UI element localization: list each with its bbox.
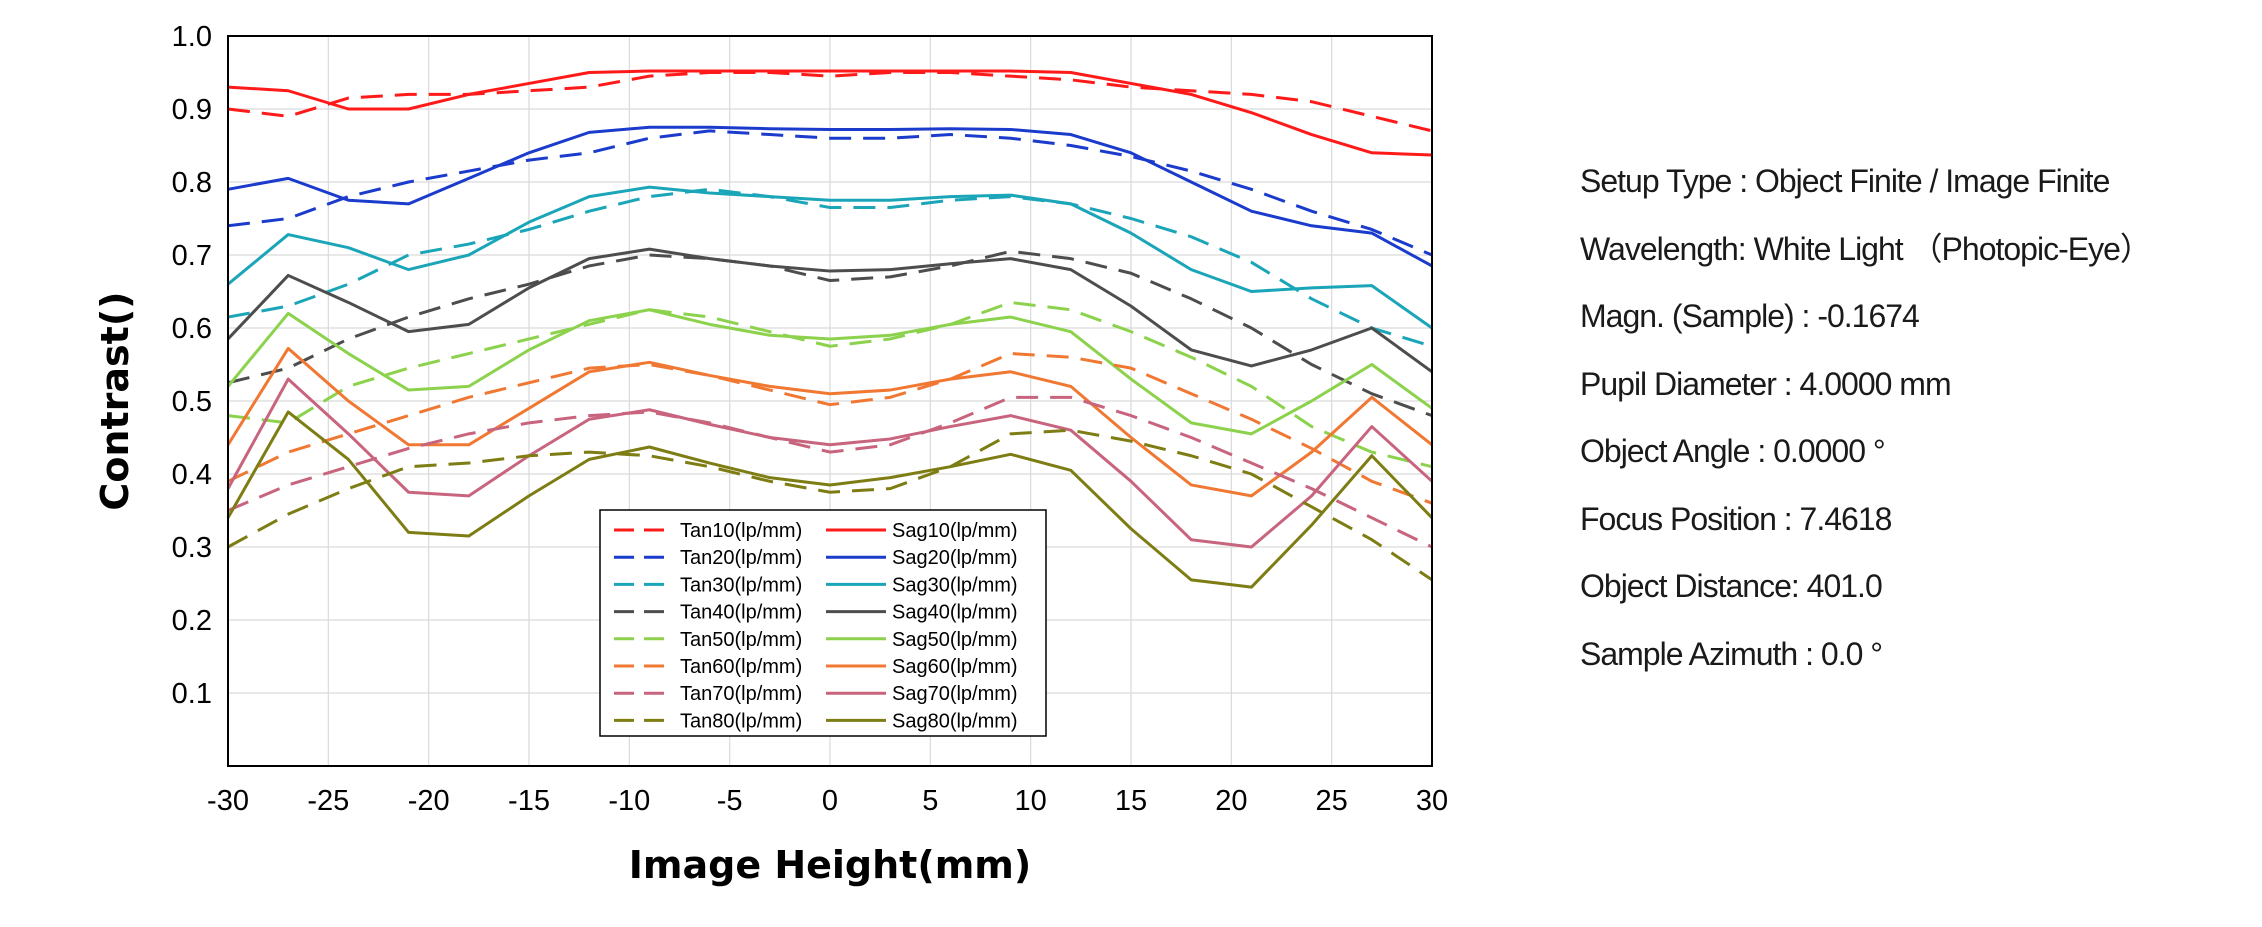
x-tick-label: -10 — [608, 785, 650, 817]
legend-label: Tan80(lp/mm) — [680, 710, 802, 732]
legend-label: Sag20(lp/mm) — [892, 547, 1018, 569]
x-tick-label: 25 — [1316, 785, 1348, 817]
series-line-tan50 — [227, 300, 1433, 469]
legend-label: Sag40(lp/mm) — [892, 602, 1018, 624]
y-tick-label: 0.1 — [172, 678, 212, 710]
series-line-sag80 — [226, 410, 1434, 589]
series-line-tan30 — [227, 187, 1433, 348]
series-line-tan40 — [227, 249, 1433, 418]
x-tick-label: -25 — [307, 785, 349, 817]
series-line-tan60 — [227, 352, 1433, 505]
series-line-sag40 — [226, 247, 1433, 374]
x-tick-label: -20 — [408, 785, 450, 817]
series-line-sag20 — [227, 125, 1433, 268]
legend-label: Tan60(lp/mm) — [680, 656, 802, 678]
series-line-sag10 — [227, 69, 1433, 157]
y-tick-label: 1.0 — [172, 21, 212, 53]
legend-label: Sag30(lp/mm) — [892, 574, 1018, 596]
object-angle-text: Object Angle : 0.0000 ° — [1580, 433, 1886, 469]
plot-frame — [227, 35, 1433, 767]
object-distance-text: Object Distance: 401.0 — [1580, 568, 1883, 604]
series-line-tan80 — [227, 428, 1433, 582]
magnification-text: Magn. (Sample) : -0.1674 — [1580, 298, 1920, 334]
wavelength-text: Wavelength: White Light （Photopic-Eye） — [1580, 230, 2152, 267]
x-tick-label: 0 — [822, 785, 838, 817]
x-tick-label: -5 — [717, 785, 743, 817]
info-panel: Setup Type : Object Finite / Image Finit… — [1580, 148, 2152, 688]
pupil-diameter-text: Pupil Diameter : 4.0000 mm — [1580, 365, 1952, 402]
legend-label: Tan50(lp/mm) — [680, 629, 802, 651]
y-tick-label: 0.4 — [172, 459, 212, 491]
x-tick-labels: -30 -25 -20 -15 -10 -5 0 5 10 15 20 25 30 — [207, 785, 1448, 817]
x-tick-label: 20 — [1215, 785, 1247, 817]
legend-label: Tan30(lp/mm) — [680, 574, 802, 596]
series-line-sag50 — [226, 308, 1433, 436]
legend-label: Tan40(lp/mm) — [680, 602, 802, 624]
legend: Tan10(lp/mm) Tan20(lp/mm) Tan30(lp/mm) Tan4… — [599, 509, 1047, 737]
legend-box — [599, 509, 1047, 737]
y-tick-labels: 0.1 0.2 0.3 0.4 0.5 0.6 0.7 0.8 0.9 1.0 — [172, 21, 212, 710]
y-tick-label: 0.7 — [172, 240, 212, 272]
legend-label: Sag80(lp/mm) — [892, 710, 1018, 732]
legend-label: Tan20(lp/mm) — [680, 547, 802, 569]
legend-label: Sag60(lp/mm) — [892, 656, 1018, 678]
legend-label: Tan10(lp/mm) — [680, 520, 802, 542]
series-line-sag30 — [227, 185, 1433, 330]
x-tick-label: -15 — [508, 785, 550, 817]
sample-azimuth-text: Sample Azimuth : 0.0 ° — [1580, 635, 1883, 672]
x-tick-label: 5 — [922, 785, 938, 817]
y-tick-label: 0.8 — [172, 167, 212, 199]
x-tick-label: -30 — [207, 785, 249, 817]
series-lines — [226, 69, 1434, 589]
legend-label: Sag10(lp/mm) — [892, 520, 1018, 542]
x-tick-label: 15 — [1115, 785, 1147, 817]
setup-type-text: Setup Type : Object Finite / Image Finit… — [1580, 163, 2110, 199]
legend-label: Sag50(lp/mm) — [892, 629, 1018, 651]
x-tick-label: 30 — [1416, 785, 1448, 817]
y-tick-label: 0.9 — [172, 94, 212, 126]
legend-label: Tan70(lp/mm) — [680, 683, 802, 705]
legend-label: Sag70(lp/mm) — [892, 683, 1018, 705]
series-line-tan70 — [227, 395, 1433, 549]
focus-position-text: Focus Position : 7.4618 — [1580, 500, 1892, 537]
y-tick-label: 0.3 — [172, 532, 212, 564]
y-tick-label: 0.2 — [172, 605, 212, 637]
y-tick-label: 0.5 — [172, 386, 212, 418]
y-tick-label: 0.6 — [172, 313, 212, 345]
x-axis-title: Image Height(mm) — [629, 843, 1032, 887]
series-line-tan20 — [227, 129, 1433, 257]
x-tick-label: 10 — [1015, 785, 1047, 817]
mtf-chart: 0.1 0.2 0.3 0.4 0.5 0.6 0.7 0.8 0.9 1.0 -30 -25 -20… — [93, 21, 1448, 887]
y-axis-title: Contrast() — [93, 291, 137, 510]
series-line-sag70 — [226, 377, 1434, 549]
